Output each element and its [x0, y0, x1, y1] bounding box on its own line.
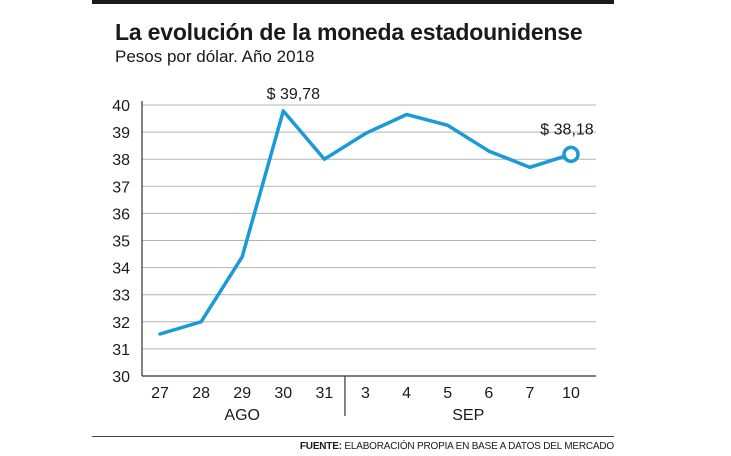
x-tick-label-6: 4	[402, 385, 411, 402]
y-tick-label-34: 34	[112, 261, 130, 278]
source-label: FUENTE:	[299, 441, 342, 452]
y-tick-label-38: 38	[112, 152, 130, 169]
y-tick-label-39: 39	[112, 125, 130, 142]
y-tick-label-31: 31	[112, 342, 130, 359]
month-label-ago: AGO	[224, 407, 260, 424]
y-tick-label-37: 37	[112, 179, 130, 196]
y-tick-label-32: 32	[112, 315, 130, 332]
chart-subtitle: Pesos por dólar. Año 2018	[115, 47, 315, 66]
x-tick-label-10: 10	[562, 385, 580, 402]
x-tick-label-7: 5	[443, 385, 452, 402]
x-tick-label-3: 30	[274, 385, 292, 402]
x-tick-label-4: 31	[316, 385, 334, 402]
chart-title: La evolución de la moneda estadounidense	[115, 19, 583, 45]
annotation-label-1: $ 38,18	[540, 121, 593, 138]
top-rule	[92, 0, 614, 4]
x-tick-label-5: 3	[361, 385, 370, 402]
annotation-label-0: $ 39,78	[267, 86, 320, 103]
y-tick-label-40: 40	[112, 98, 130, 115]
y-tick-label-35: 35	[112, 234, 130, 251]
x-tick-label-2: 29	[233, 385, 251, 402]
month-label-sep: SEP	[452, 407, 484, 424]
y-tick-label-30: 30	[112, 369, 130, 386]
x-tick-label-0: 27	[151, 385, 169, 402]
source-note: FUENTE: ELABORACIÓN PROPIA EN BASE A DAT…	[300, 441, 614, 452]
y-tick-label-36: 36	[112, 206, 130, 223]
x-tick-label-8: 6	[484, 385, 493, 402]
bottom-rule	[92, 436, 614, 437]
source-text: ELABORACIÓN PROPIA EN BASE A DATOS DEL M…	[341, 441, 614, 452]
highlight-point-marker	[562, 145, 580, 164]
y-tick-label-33: 33	[112, 288, 130, 305]
x-tick-label-9: 7	[525, 385, 534, 402]
series-line-0	[158, 109, 573, 336]
x-tick-label-1: 28	[192, 385, 210, 402]
